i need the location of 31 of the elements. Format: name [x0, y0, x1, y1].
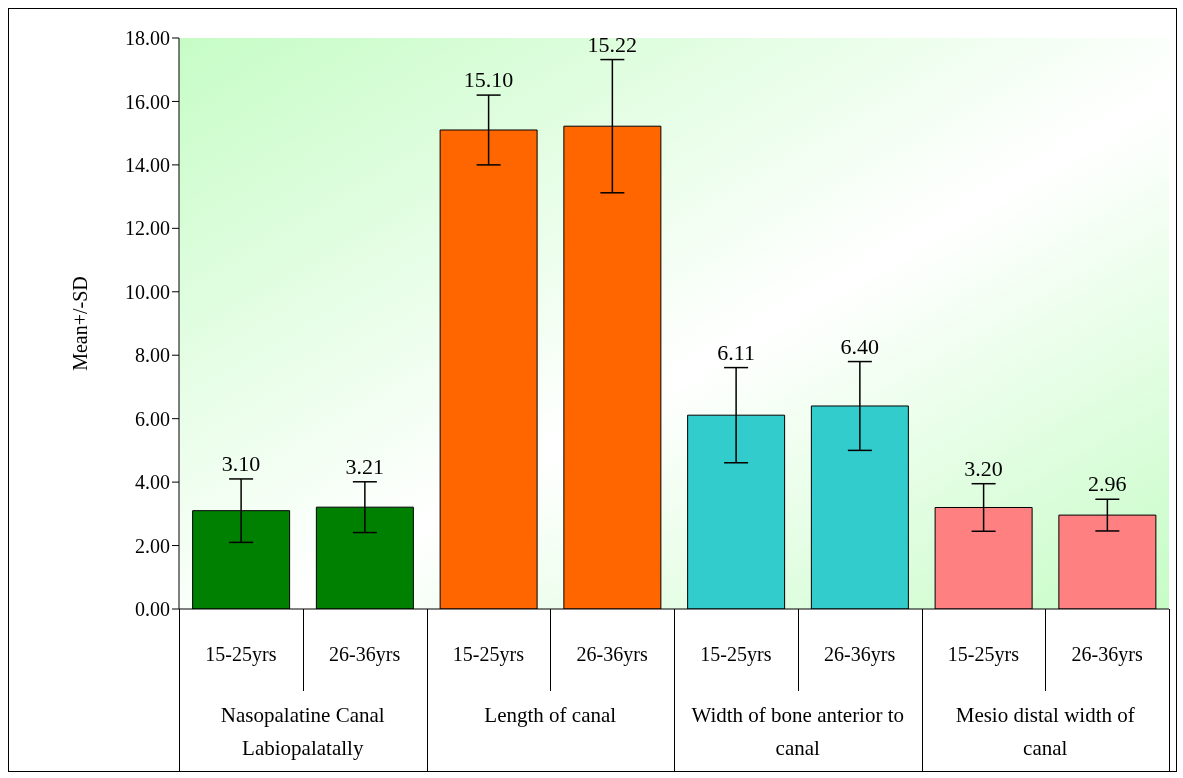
y-tick-label: 14.00 — [125, 153, 170, 176]
x-tick-label: 15-25yrs — [947, 643, 1020, 667]
x-tick-label: 26-36yrs — [576, 643, 648, 667]
y-tick-label: 16.00 — [125, 90, 170, 113]
data-label: 3.10 — [221, 450, 261, 476]
data-label: 3.20 — [964, 455, 1003, 481]
y-axis-title: Mean+/-SD — [69, 276, 92, 371]
y-tick-label: 10.00 — [125, 280, 170, 303]
data-label: 15.10 — [463, 67, 514, 93]
text: Nasopalatine Canal Labiopalatally — [219, 702, 386, 762]
data-label: 6.40 — [840, 333, 880, 359]
data-label: 2.96 — [1088, 471, 1127, 497]
y-tick-label: 4.00 — [135, 471, 170, 494]
data-label: 15.22 — [587, 31, 638, 57]
y-tick-label: 0.00 — [135, 598, 170, 621]
y-tick-label: 6.00 — [135, 407, 170, 430]
text: Length of canal — [483, 702, 618, 729]
data-label: 3.21 — [345, 453, 385, 479]
x-tick-label: 15-25yrs — [452, 643, 525, 667]
data-label: 6.11 — [717, 339, 755, 365]
y-tick-label: 18.00 — [125, 27, 170, 50]
y-tick-label: 8.00 — [135, 344, 170, 367]
x-tick-label: 15-25yrs — [205, 643, 277, 667]
y-tick-label: 2.00 — [135, 534, 170, 557]
x-tick-label: 26-36yrs — [824, 643, 896, 667]
text: Mesio distal width of canal — [954, 702, 1136, 762]
x-tick-label: 15-25yrs — [700, 643, 772, 667]
y-tick-label: 12.00 — [125, 217, 170, 240]
x-tick-label: 26-36yrs — [329, 643, 401, 667]
x-tick-label: 26-36yrs — [1071, 643, 1143, 667]
text: Width of bone anterior to canal — [690, 702, 906, 762]
